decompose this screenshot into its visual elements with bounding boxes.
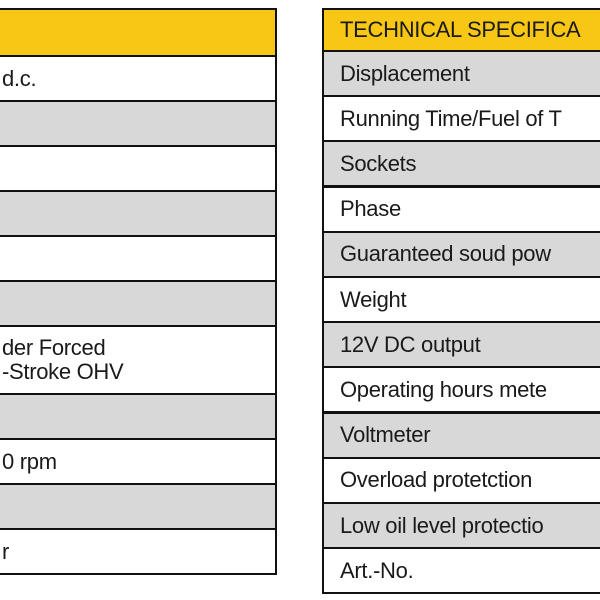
right-row: Displacement	[322, 50, 600, 97]
cell-text: der Forced	[2, 335, 106, 360]
left-row: d.c.	[0, 55, 277, 102]
right-row: Overload protetction	[322, 456, 600, 504]
cell-text: 12V DC output	[340, 331, 481, 357]
cell-text: Low oil level protectio	[340, 512, 544, 538]
cell-text: Guaranteed soud pow	[340, 241, 551, 267]
cell-text: Phase	[340, 196, 401, 222]
left-row: 0 rpm	[0, 438, 277, 485]
right-row: Weight	[322, 276, 600, 323]
left-row	[0, 145, 277, 192]
cell-text: Displacement	[340, 60, 470, 86]
right-header: TECHNICAL SPECIFICA	[322, 8, 600, 52]
left-row	[0, 280, 277, 327]
left-row	[0, 393, 277, 440]
left-row: der Forced -Stroke OHV	[0, 325, 277, 395]
right-row: Low oil level protectio	[322, 502, 600, 549]
cell-text: Art.-No.	[340, 557, 414, 583]
cell-text: 0 rpm	[2, 448, 57, 474]
cell-text: r	[2, 538, 10, 564]
right-row: Voltmeter	[322, 411, 600, 459]
left-header	[0, 8, 277, 57]
right-row: Guaranteed soud pow	[322, 230, 600, 278]
right-row: 12V DC output	[322, 321, 600, 369]
left-row	[0, 190, 277, 237]
right-row: Operating hours mete	[322, 366, 600, 414]
left-row	[0, 100, 277, 147]
right-row: Art.-No.	[322, 547, 600, 595]
cell-text: Weight	[340, 286, 407, 312]
left-row: r	[0, 528, 277, 575]
cell-text: Running Time/Fuel of T	[340, 105, 562, 131]
cell-text: Overload protetction	[340, 467, 533, 493]
cell-text: TECHNICAL SPECIFICA	[340, 17, 581, 42]
cell-text: d.c.	[2, 65, 37, 91]
right-row: Running Time/Fuel of T	[322, 95, 600, 143]
left-row	[0, 235, 277, 282]
cell-text: Voltmeter	[340, 422, 431, 448]
cell-text: -Stroke OHV	[2, 359, 124, 384]
left-row	[0, 483, 277, 530]
right-row: Sockets	[322, 140, 600, 188]
right-row: Phase	[322, 185, 600, 233]
cell-text: Operating hours mete	[340, 376, 547, 402]
cell-text: Sockets	[340, 150, 417, 176]
